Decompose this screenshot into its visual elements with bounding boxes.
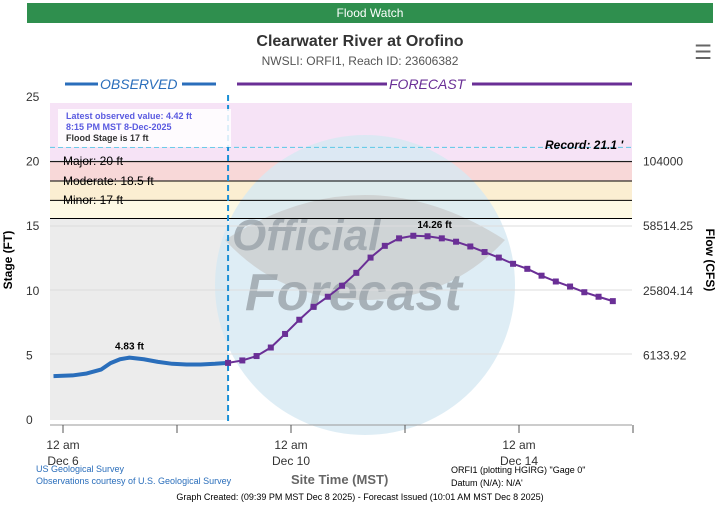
forecast-point (324, 293, 331, 300)
forecast-point (239, 357, 246, 364)
minor-label: Minor: 17 ft (63, 193, 124, 207)
forecast-point (296, 316, 303, 323)
major-label: Major: 20 ft (63, 154, 124, 168)
forecast-point (567, 283, 574, 290)
chart-title: Clearwater River at Orofino (256, 33, 464, 50)
y-tick-label: 0 (26, 413, 33, 427)
tooltip-time: 8:15 PM MST 8-Dec-2025 (66, 122, 172, 132)
x-tick-label: 12 am (502, 438, 535, 452)
forecast-point (410, 232, 417, 239)
y2-axis-title: Flow (CFS) (703, 229, 717, 292)
forecast-point (253, 353, 260, 360)
forecast-point (438, 235, 445, 242)
forecast-point (453, 238, 460, 245)
forecast-point (310, 303, 317, 310)
latest-value-tooltip: Latest observed value: 4.42 ft 8:15 PM M… (58, 109, 231, 147)
y2-tick-label: 6133.92 (643, 348, 687, 362)
forecast-point (282, 330, 289, 337)
forecast-point (396, 235, 403, 242)
observed-line (53, 355, 229, 379)
x-tick-label: 12 am (46, 438, 79, 452)
y-axis-title: Stage (FT) (1, 231, 15, 290)
x-tick-label: Dec 10 (272, 454, 310, 468)
forecast-point (495, 254, 502, 261)
x-tick-label: Dec 6 (47, 454, 79, 468)
forecast-point (481, 249, 488, 256)
forecast-point (339, 282, 346, 289)
forecast-point (552, 278, 559, 285)
forecast-point (225, 359, 232, 366)
usgs-link[interactable]: US Geological Survey (36, 464, 125, 474)
forecast-point (510, 260, 517, 267)
gage-info: ORFI1 (plotting HGIRG) "Gage 0" (451, 465, 586, 475)
forecast-line (227, 234, 614, 364)
moderate-label: Moderate: 18.5 ft (63, 174, 154, 188)
tooltip-flood-stage: Flood Stage is 17 ft (66, 133, 149, 143)
observed-region (50, 218, 229, 420)
legend-observed: OBSERVED (98, 76, 180, 92)
x-axis-title: Site Time (MST) (291, 472, 389, 487)
noaa-logo-gull (225, 195, 505, 300)
hamburger-menu-icon[interactable]: ☰ (694, 42, 712, 64)
record-label: Record: 21.1 ' (545, 138, 624, 152)
forecast-point (538, 272, 545, 279)
legend-forecast: FORECAST (387, 76, 468, 92)
x-tick-label: Dec 14 (500, 454, 538, 468)
y2-tick-label: 58514.25 (643, 219, 693, 233)
chart-subtitle: NWSLI: ORFI1, Reach ID: 23606382 (261, 54, 459, 68)
forecast-point (367, 254, 374, 261)
forecast-point (267, 344, 274, 351)
datum-info: Datum (N/A): N/A' (451, 478, 523, 488)
forecast-point (424, 233, 431, 240)
forecast-point (381, 242, 388, 249)
flood-watch-banner: Flood Watch (27, 3, 713, 23)
graph-created-info: Graph Created: (09:39 PM MST Dec 8 2025)… (176, 492, 544, 502)
x-tick-label: 12 am (274, 438, 307, 452)
forecast-point (524, 265, 531, 272)
forecast-peak-label: 14.26 ft (417, 220, 452, 231)
forecast-point (467, 243, 474, 250)
forecast-point (353, 269, 360, 276)
usgs-courtesy-link[interactable]: Observations courtesy of U.S. Geological… (36, 476, 232, 486)
y2-tick-label: 25804.14 (643, 284, 693, 298)
watermark-official: Official (232, 211, 381, 260)
y-tick-label: 10 (26, 284, 40, 298)
y-tick-label: 5 (26, 348, 33, 362)
y-tick-label: 15 (26, 219, 40, 233)
forecast-point (581, 289, 588, 296)
observed-peak-label: 4.83 ft (115, 342, 145, 353)
tooltip-value: Latest observed value: 4.42 ft (66, 111, 193, 121)
y-tick-label: 25 (26, 90, 40, 104)
forecast-point (595, 293, 602, 300)
y2-tick-label: 104000 (643, 155, 683, 169)
y-tick-label: 20 (26, 155, 40, 169)
forecast-point (609, 298, 616, 305)
